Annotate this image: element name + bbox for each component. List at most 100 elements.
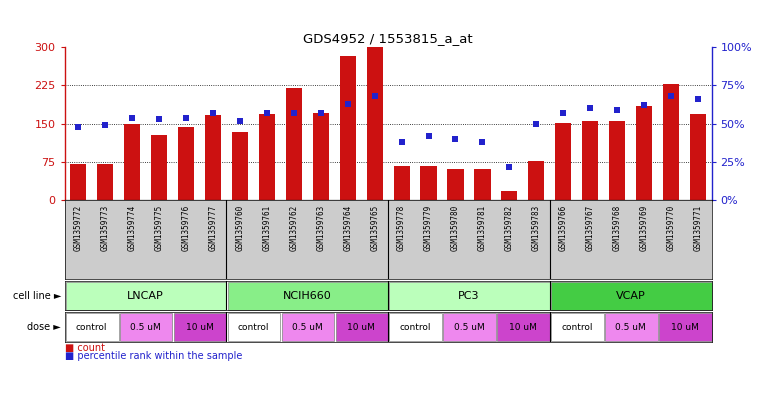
Text: LNCAP: LNCAP <box>127 291 164 301</box>
Bar <box>259 114 275 200</box>
Text: 10 uM: 10 uM <box>347 323 375 332</box>
Bar <box>390 313 442 341</box>
Point <box>638 102 650 108</box>
Text: GSM1359763: GSM1359763 <box>317 204 325 251</box>
Bar <box>66 281 227 310</box>
Point <box>314 110 326 116</box>
Point <box>396 139 408 145</box>
Text: ■ count: ■ count <box>65 343 105 353</box>
Point <box>665 93 677 99</box>
Text: GSM1359764: GSM1359764 <box>343 204 352 251</box>
Text: GSM1359762: GSM1359762 <box>289 204 298 251</box>
Text: cell line ►: cell line ► <box>12 291 61 301</box>
Bar <box>528 161 544 200</box>
Text: GSM1359765: GSM1359765 <box>370 204 379 251</box>
Point <box>557 110 569 116</box>
Text: 10 uM: 10 uM <box>509 323 537 332</box>
Point <box>530 121 543 127</box>
Text: PC3: PC3 <box>458 291 479 301</box>
Bar <box>313 112 329 200</box>
Bar <box>282 313 334 341</box>
Point <box>234 118 246 124</box>
Bar <box>663 84 679 200</box>
Text: 10 uM: 10 uM <box>670 323 699 332</box>
Point <box>180 114 192 121</box>
Point <box>342 101 354 107</box>
Text: control: control <box>76 323 107 332</box>
Text: control: control <box>400 323 431 332</box>
Text: GSM1359761: GSM1359761 <box>263 204 272 251</box>
Text: GSM1359769: GSM1359769 <box>640 204 648 251</box>
Bar <box>556 123 572 200</box>
Text: 10 uM: 10 uM <box>186 323 213 332</box>
Bar <box>367 47 383 200</box>
Bar <box>228 281 388 310</box>
Text: GSM1359778: GSM1359778 <box>397 204 406 251</box>
Point <box>584 105 597 112</box>
Point <box>99 122 111 129</box>
Text: GSM1359782: GSM1359782 <box>505 204 514 251</box>
Text: GSM1359783: GSM1359783 <box>532 204 541 251</box>
Point <box>450 136 462 142</box>
Text: 0.5 uM: 0.5 uM <box>130 323 161 332</box>
Point <box>207 110 219 116</box>
Text: GSM1359775: GSM1359775 <box>154 204 164 251</box>
Point <box>503 163 515 170</box>
Text: 0.5 uM: 0.5 uM <box>292 323 323 332</box>
Point <box>126 114 139 121</box>
Text: control: control <box>561 323 593 332</box>
Bar <box>174 313 227 341</box>
Text: dose ►: dose ► <box>27 322 61 332</box>
Text: 0.5 uM: 0.5 uM <box>454 323 484 332</box>
Bar <box>551 281 712 310</box>
Title: GDS4952 / 1553815_a_at: GDS4952 / 1553815_a_at <box>304 31 473 44</box>
Text: GSM1359777: GSM1359777 <box>209 204 218 251</box>
Text: GSM1359781: GSM1359781 <box>478 204 487 251</box>
Text: GSM1359768: GSM1359768 <box>613 204 622 251</box>
Text: control: control <box>237 323 269 332</box>
Bar <box>66 313 119 341</box>
Bar <box>336 313 388 341</box>
Bar <box>205 115 221 200</box>
Bar <box>636 106 652 200</box>
Bar <box>474 169 491 200</box>
Bar <box>609 121 626 200</box>
Point <box>476 139 489 145</box>
Bar <box>97 163 113 200</box>
Bar <box>690 114 706 200</box>
Bar <box>551 313 603 341</box>
Bar <box>390 281 550 310</box>
Point <box>611 107 623 113</box>
Point <box>422 133 435 139</box>
Point <box>368 93 380 99</box>
Bar <box>232 132 248 200</box>
Bar <box>659 313 712 341</box>
Bar <box>497 313 550 341</box>
Bar <box>178 127 194 200</box>
Text: GSM1359773: GSM1359773 <box>100 204 110 251</box>
Text: GSM1359776: GSM1359776 <box>181 204 190 251</box>
Text: GSM1359771: GSM1359771 <box>693 204 702 251</box>
Text: GSM1359780: GSM1359780 <box>451 204 460 251</box>
Bar <box>501 191 517 200</box>
Text: GSM1359770: GSM1359770 <box>667 204 676 251</box>
Text: GSM1359779: GSM1359779 <box>424 204 433 251</box>
Point <box>692 96 704 103</box>
Bar <box>70 163 86 200</box>
Bar <box>421 166 437 200</box>
Text: GSM1359772: GSM1359772 <box>74 204 83 251</box>
Bar <box>444 313 496 341</box>
Text: GSM1359766: GSM1359766 <box>559 204 568 251</box>
Bar <box>447 169 463 200</box>
Point <box>261 110 273 116</box>
Text: GSM1359774: GSM1359774 <box>128 204 136 251</box>
Text: GSM1359767: GSM1359767 <box>586 204 595 251</box>
Point <box>288 110 300 116</box>
Bar <box>582 121 598 200</box>
Bar <box>339 56 356 200</box>
Bar <box>393 166 409 200</box>
Bar <box>120 313 173 341</box>
Text: 0.5 uM: 0.5 uM <box>616 323 646 332</box>
Text: ■ percentile rank within the sample: ■ percentile rank within the sample <box>65 351 242 361</box>
Bar <box>605 313 658 341</box>
